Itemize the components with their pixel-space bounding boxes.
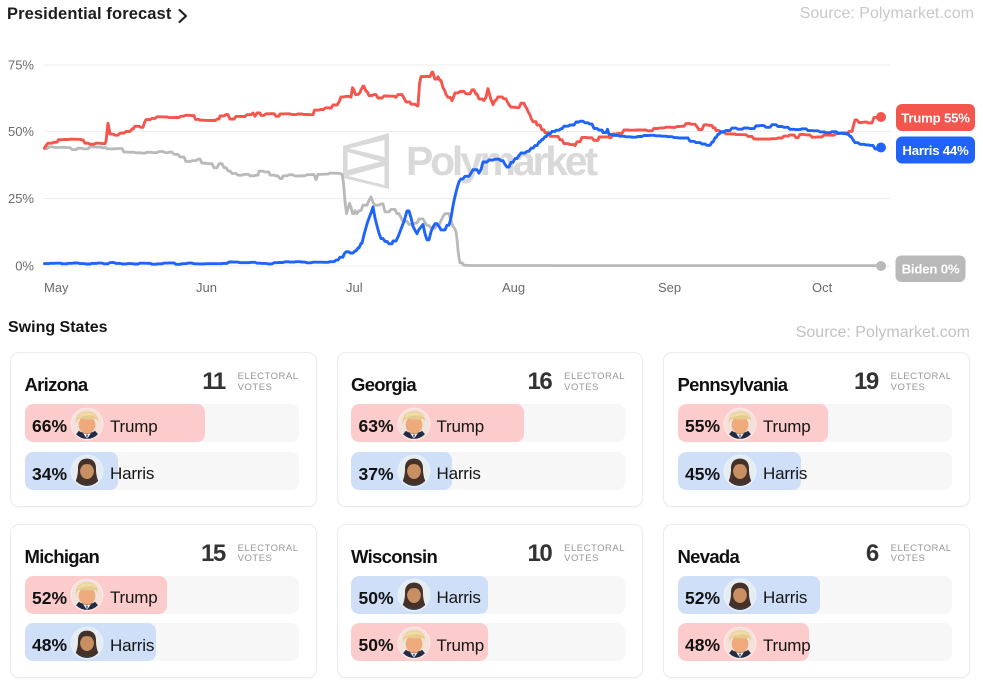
svg-text:Jul: Jul	[346, 280, 363, 295]
svg-text:50%: 50%	[8, 124, 34, 139]
svg-text:May: May	[44, 280, 69, 295]
svg-text:25%: 25%	[8, 191, 34, 206]
svg-text:Aug: Aug	[502, 280, 525, 295]
svg-text:0%: 0%	[15, 259, 34, 274]
svg-text:Jun: Jun	[196, 280, 217, 295]
svg-text:Biden 0%: Biden 0%	[902, 261, 960, 276]
svg-text:Harris 44%: Harris 44%	[902, 143, 969, 158]
svg-text:Oct: Oct	[812, 280, 833, 295]
svg-text:Trump 55%: Trump 55%	[901, 110, 970, 125]
svg-text:Sep: Sep	[658, 280, 681, 295]
svg-text:75%: 75%	[8, 58, 34, 73]
